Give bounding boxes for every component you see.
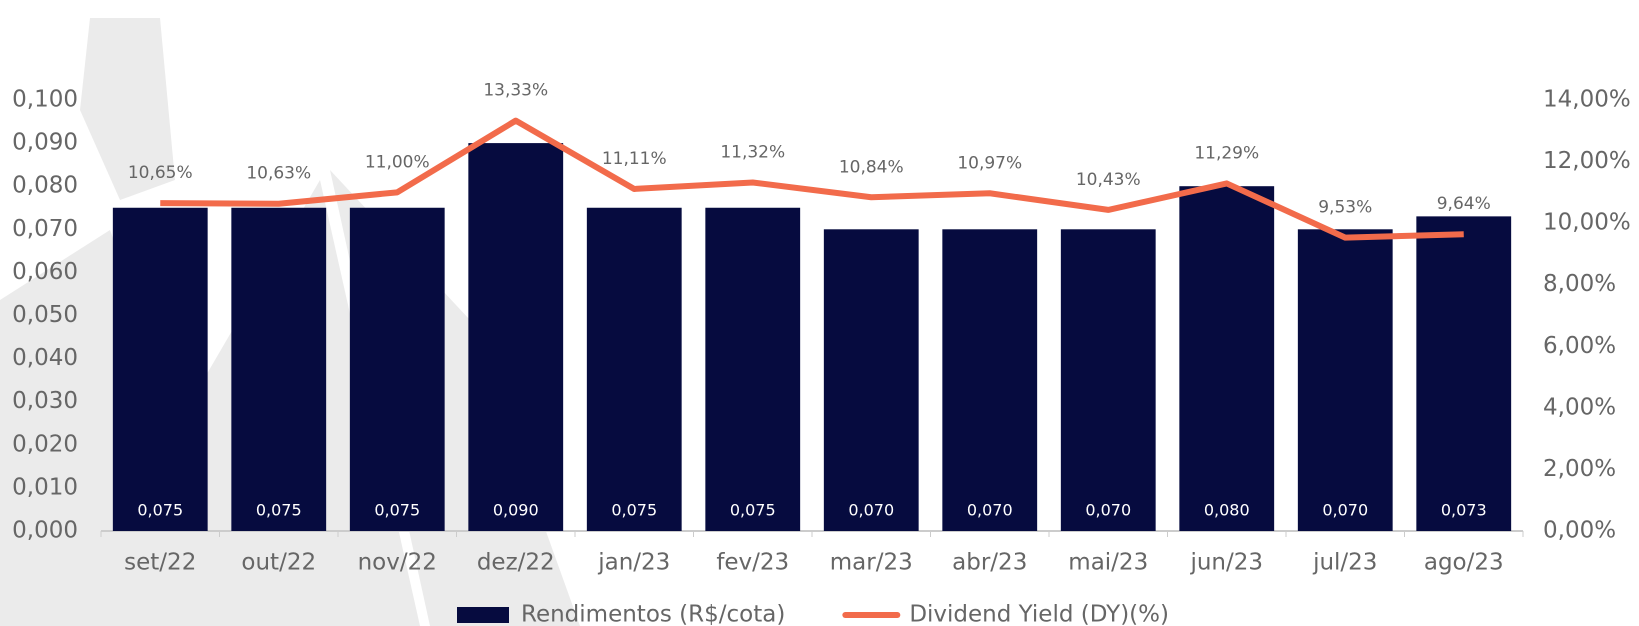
line-value-label: 9,64% xyxy=(1437,194,1491,214)
bar xyxy=(468,143,563,531)
y-tick-label: 0,010 xyxy=(12,474,78,500)
y-tick-label: 0,030 xyxy=(12,388,78,414)
y2-tick-label: 12,00% xyxy=(1543,148,1631,174)
bar xyxy=(113,208,208,531)
y-tick-label: 0,060 xyxy=(12,259,78,285)
line-value-label: 10,97% xyxy=(957,153,1022,173)
bar xyxy=(705,208,800,531)
line-value-label: 9,53% xyxy=(1318,198,1372,218)
y-tick-label: 0,080 xyxy=(12,173,78,199)
bar-value-label: 0,073 xyxy=(1441,501,1487,520)
bar-value-label: 0,075 xyxy=(137,501,183,520)
x-tick-label: ago/23 xyxy=(1424,550,1504,576)
legend-swatch xyxy=(457,607,509,623)
y-tick-label: 0,050 xyxy=(12,302,78,328)
bar-value-label: 0,070 xyxy=(1085,501,1131,520)
legend-label: Rendimentos (R$/cota) xyxy=(521,602,785,626)
line-value-label: 10,84% xyxy=(839,157,904,177)
x-tick-label: mar/23 xyxy=(830,550,913,576)
y-tick-label: 0,070 xyxy=(12,216,78,242)
bar-value-label: 0,070 xyxy=(848,501,894,520)
bar xyxy=(350,208,445,531)
line-value-label: 10,43% xyxy=(1076,170,1141,190)
x-tick-label: out/22 xyxy=(241,550,316,576)
line-value-label: 11,29% xyxy=(1194,143,1259,163)
x-tick-label: jun/23 xyxy=(1189,550,1263,576)
y2-tick-label: 14,00% xyxy=(1543,87,1631,113)
x-tick-label: fev/23 xyxy=(716,550,789,576)
bar-value-label: 0,090 xyxy=(493,501,539,520)
bar xyxy=(231,208,326,531)
bar xyxy=(1298,229,1393,531)
y-tick-label: 0,000 xyxy=(12,518,78,544)
bar-value-label: 0,075 xyxy=(374,501,420,520)
line-value-label: 11,11% xyxy=(602,149,667,169)
bar-value-label: 0,070 xyxy=(967,501,1013,520)
bar-value-label: 0,075 xyxy=(730,501,776,520)
legend-label: Dividend Yield (DY)(%) xyxy=(909,602,1169,626)
bar xyxy=(824,229,919,531)
y2-tick-label: 10,00% xyxy=(1543,210,1631,236)
y-tick-label: 0,090 xyxy=(12,130,78,156)
y2-tick-label: 8,00% xyxy=(1543,271,1616,297)
x-tick-label: mai/23 xyxy=(1068,550,1148,576)
chart: 0,000 0,010 0,020 0,030 0,040 0,050 0,060 0,070… xyxy=(0,0,1639,626)
bar-value-label: 0,075 xyxy=(611,501,657,520)
y2-tick-label: 0,00% xyxy=(1543,518,1616,544)
bar xyxy=(1061,229,1156,531)
y2-tick-label: 2,00% xyxy=(1543,456,1616,482)
bar-value-label: 0,070 xyxy=(1322,501,1368,520)
x-tick-label: dez/22 xyxy=(477,550,555,576)
bar-value-label: 0,075 xyxy=(256,501,302,520)
line-value-label: 13,33% xyxy=(483,81,548,101)
y-tick-label: 0,100 xyxy=(12,87,78,113)
x-tick-label: jan/23 xyxy=(597,550,670,576)
y2-tick-label: 4,00% xyxy=(1543,394,1616,420)
line-value-label: 10,63% xyxy=(246,164,311,184)
line-value-label: 10,65% xyxy=(128,163,193,183)
bar-value-label: 0,080 xyxy=(1204,501,1250,520)
bar xyxy=(587,208,682,531)
bar xyxy=(1416,216,1511,531)
line-value-label: 11,00% xyxy=(365,152,430,172)
x-tick-label: nov/22 xyxy=(358,550,437,576)
y-tick-label: 0,040 xyxy=(12,345,78,371)
bar xyxy=(1179,186,1274,531)
y-tick-label: 0,020 xyxy=(12,431,78,457)
x-tick-label: abr/23 xyxy=(952,550,1027,576)
bar xyxy=(942,229,1037,531)
line-value-label: 11,32% xyxy=(720,143,785,163)
y2-tick-label: 6,00% xyxy=(1543,333,1616,359)
x-tick-label: set/22 xyxy=(124,550,196,576)
x-tick-label: jul/23 xyxy=(1312,550,1377,576)
